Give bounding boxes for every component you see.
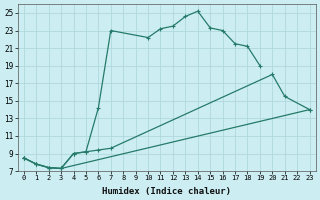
X-axis label: Humidex (Indice chaleur): Humidex (Indice chaleur)	[102, 187, 231, 196]
